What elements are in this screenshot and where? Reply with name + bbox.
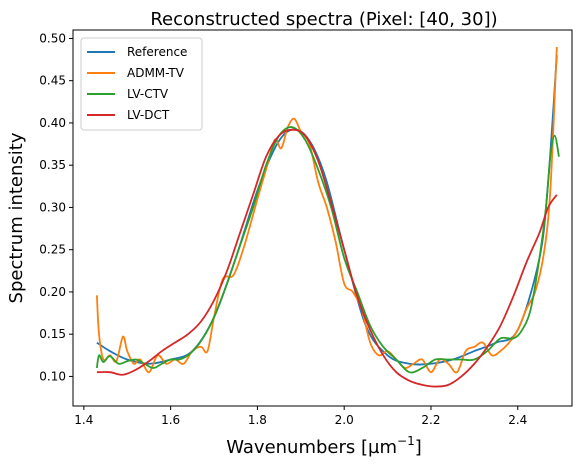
legend-label-admm-tv: ADMM-TV [127,66,185,80]
plot-area [95,46,560,388]
y-tick-label: 0.30 [39,200,66,214]
x-tick-label: 1.8 [248,413,267,427]
series-line-lv-dct [96,128,558,388]
x-axis-label-sup: −1 [397,434,415,448]
x-axis-label-main: Wavenumbers [µm [226,437,397,458]
legend-label-lv-ctv: LV-CTV [127,87,169,101]
legend-label-reference: Reference [127,45,187,59]
y-tick-label: 0.50 [39,31,66,45]
legend: Reference ADMM-TV LV-CTV LV-DCT [80,37,203,131]
x-tick-label: 1.6 [161,413,180,427]
series-line-lv-ctv [95,126,560,374]
y-tick-label: 0.40 [39,116,66,130]
y-tick-label: 0.10 [39,369,66,383]
y-tick-label: 0.45 [39,74,66,88]
x-tick-label: 1.4 [74,413,93,427]
y-axis-label: Spectrum intensity [6,132,27,303]
x-axis-label-tail: ] [415,437,422,458]
x-tick-label: 2.4 [508,413,527,427]
chart-title: Reconstructed spectra (Pixel: [40, 30]) [150,9,497,30]
plot-frame [72,29,573,407]
series-line-admm-tv [95,46,558,374]
series-line-reference [96,55,558,366]
y-tick-label: 0.20 [39,285,66,299]
x-tick-label: 2.0 [335,413,354,427]
legend-label-lv-dct: LV-DCT [127,108,170,122]
x-tick-label: 2.2 [421,413,440,427]
y-tick-label: 0.15 [39,327,66,341]
y-tick-label: 0.25 [39,243,66,257]
axis-ticks: 1.4 1.6 1.8 2.0 2.2 2.4 0.10 0.15 0.20 0.25 0.30 0.… [39,31,527,427]
y-tick-label: 0.35 [39,158,66,172]
legend-box [80,37,203,131]
x-axis-label: Wavenumbers [µm−1] [226,434,422,458]
